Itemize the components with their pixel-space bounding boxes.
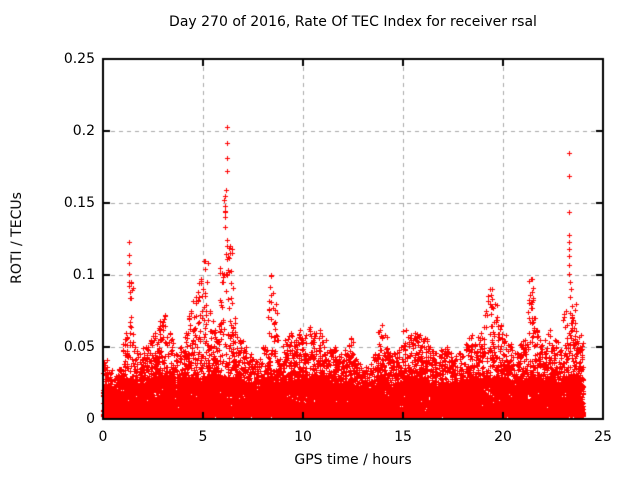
x-tick-label: 10 (294, 429, 312, 445)
x-tick-label: 15 (394, 429, 412, 445)
x-axis-title: GPS time / hours (294, 452, 412, 468)
y-tick-label: 0.2 (72, 123, 95, 139)
y-axis-title: ROTI / TECUs (9, 192, 25, 284)
y-tick-label: 0.15 (63, 195, 95, 211)
y-tick-label: 0.1 (72, 267, 95, 283)
y-tick-label: 0 (86, 411, 95, 427)
x-tick-label: 25 (594, 429, 612, 445)
x-tick-label: 0 (98, 429, 108, 445)
y-tick-label: 0.05 (63, 339, 95, 355)
chart-title: Day 270 of 2016, Rate Of TEC Index for r… (169, 14, 537, 30)
x-tick-label: 20 (494, 429, 512, 445)
x-tick-label: 5 (198, 429, 208, 445)
y-tick-label: 0.25 (63, 51, 95, 67)
